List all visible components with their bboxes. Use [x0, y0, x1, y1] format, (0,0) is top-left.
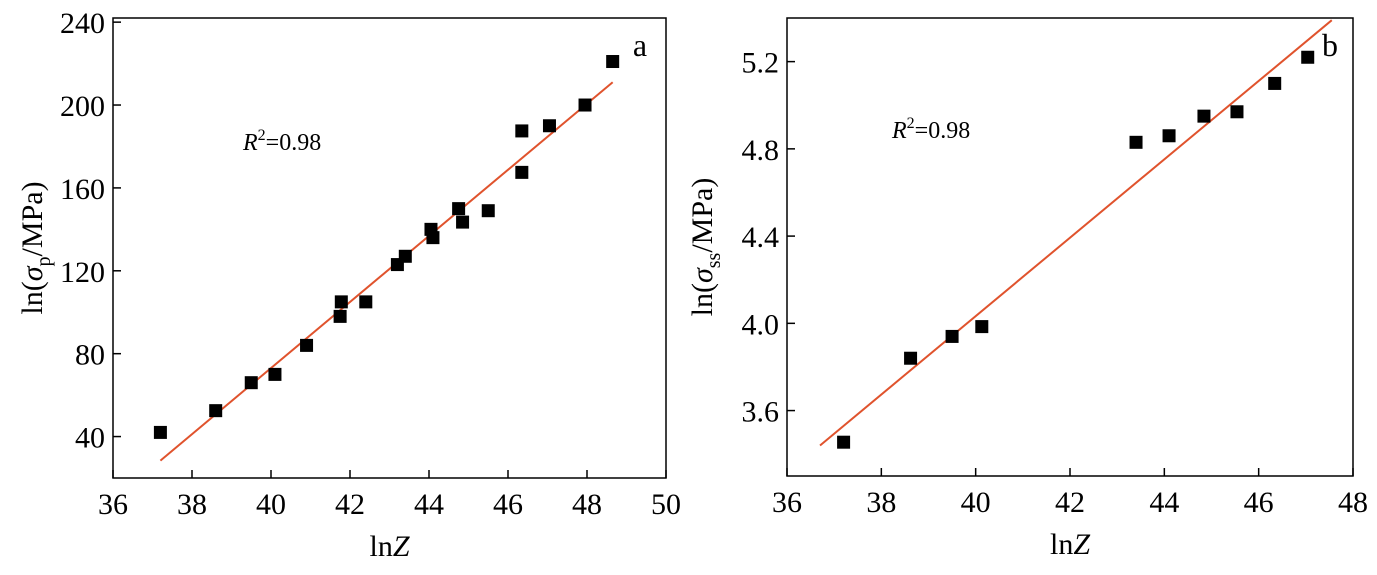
x-axis-label-var: Z [1073, 528, 1090, 561]
r-symbol: R [891, 118, 907, 144]
r-superscript: 2 [907, 115, 915, 132]
x-axis-label-prefix: ln [369, 530, 392, 563]
x-tick-label: 40 [961, 486, 991, 519]
x-tick-label: 42 [335, 488, 365, 521]
r-squared-annotation: R2=0.98 [242, 127, 321, 156]
data-point [975, 320, 989, 334]
panel-label: a [633, 27, 647, 63]
x-tick-label: 40 [256, 488, 286, 521]
r-value: =0.98 [266, 130, 322, 156]
x-tick-label: 44 [414, 488, 444, 521]
data-point [904, 351, 918, 365]
x-tick-label: 50 [651, 488, 681, 521]
data-point [426, 231, 440, 245]
x-tick-label: 48 [572, 488, 602, 521]
data-point [300, 338, 314, 352]
y-tick-label: 5.2 [742, 47, 780, 80]
y-label-subscript: p [33, 256, 55, 266]
y-tick-label: 120 [60, 256, 105, 289]
x-tick-label: 44 [1149, 486, 1179, 519]
data-point [244, 376, 258, 390]
data-point [153, 425, 167, 439]
x-tick-label: 38 [866, 486, 896, 519]
y-label-prefix: ln( [16, 281, 49, 314]
x-tick-label: 46 [493, 488, 523, 521]
data-point [945, 329, 959, 343]
data-point [837, 435, 851, 449]
data-point [333, 309, 347, 323]
data-point [515, 165, 529, 179]
x-tick-label: 36 [98, 488, 128, 521]
data-point [359, 295, 373, 309]
data-point [398, 249, 412, 263]
x-axis-label-prefix: ln [1050, 528, 1073, 561]
y-tick-label: 4.4 [742, 221, 780, 254]
data-point [452, 202, 466, 216]
data-point [578, 98, 592, 112]
data-point [1230, 105, 1244, 119]
chart-panel-a: 36 38 40 42 44 46 48 504080120160200240lnZln(σp… [16, 7, 681, 563]
data-point [1162, 129, 1176, 143]
data-point [334, 295, 348, 309]
x-tick-label: 48 [1338, 486, 1368, 519]
y-label-symbol: σ [16, 265, 49, 281]
y-tick-label: 3.6 [742, 396, 780, 429]
r-symbol: R [242, 130, 258, 156]
y-tick-label: 240 [60, 7, 105, 40]
data-point [209, 404, 223, 418]
y-label-subscript: ss [703, 252, 725, 268]
y-axis-label: ln(σss/MPa) [686, 178, 725, 317]
y-tick-label: 80 [75, 339, 105, 372]
y-label-prefix: ln( [686, 283, 719, 316]
data-point [481, 204, 495, 218]
plot-frame [112, 17, 667, 479]
y-tick-label: 160 [60, 173, 105, 206]
y-label-symbol: σ [686, 267, 719, 283]
data-point [1268, 76, 1282, 90]
chart-panel-b: 36 38 40 42 44 46 483.64.04.44.85.2lnZln(σss/M… [686, 17, 1368, 561]
y-tick-label: 4.8 [742, 134, 780, 167]
data-point [606, 55, 620, 69]
panel-label: b [1322, 27, 1338, 63]
r-value: =0.98 [915, 118, 971, 144]
y-label-suffix: /MPa) [686, 178, 719, 253]
plot-frame [786, 17, 1354, 477]
fit-line [819, 19, 1333, 447]
r-squared-annotation: R2=0.98 [891, 115, 970, 144]
data-point [268, 367, 282, 381]
x-tick-label: 36 [772, 486, 802, 519]
y-tick-label: 200 [60, 90, 105, 123]
x-axis-label: lnZ [1050, 528, 1090, 561]
data-point [456, 215, 470, 229]
x-tick-label: 42 [1055, 486, 1085, 519]
x-tick-label: 46 [1244, 486, 1274, 519]
data-point [1129, 135, 1143, 149]
data-point [1301, 50, 1315, 64]
data-point [542, 119, 556, 133]
r-superscript: 2 [258, 127, 266, 144]
x-axis-label: lnZ [369, 530, 409, 563]
y-tick-label: 40 [75, 422, 105, 455]
fit-line [159, 81, 614, 462]
y-tick-label: 4.0 [742, 308, 780, 341]
y-axis-label: ln(σp/MPa) [16, 181, 55, 314]
data-point [1197, 109, 1211, 123]
x-axis-label-var: Z [393, 530, 410, 563]
x-tick-label: 38 [177, 488, 207, 521]
data-point [515, 124, 529, 138]
y-label-suffix: /MPa) [16, 181, 49, 256]
